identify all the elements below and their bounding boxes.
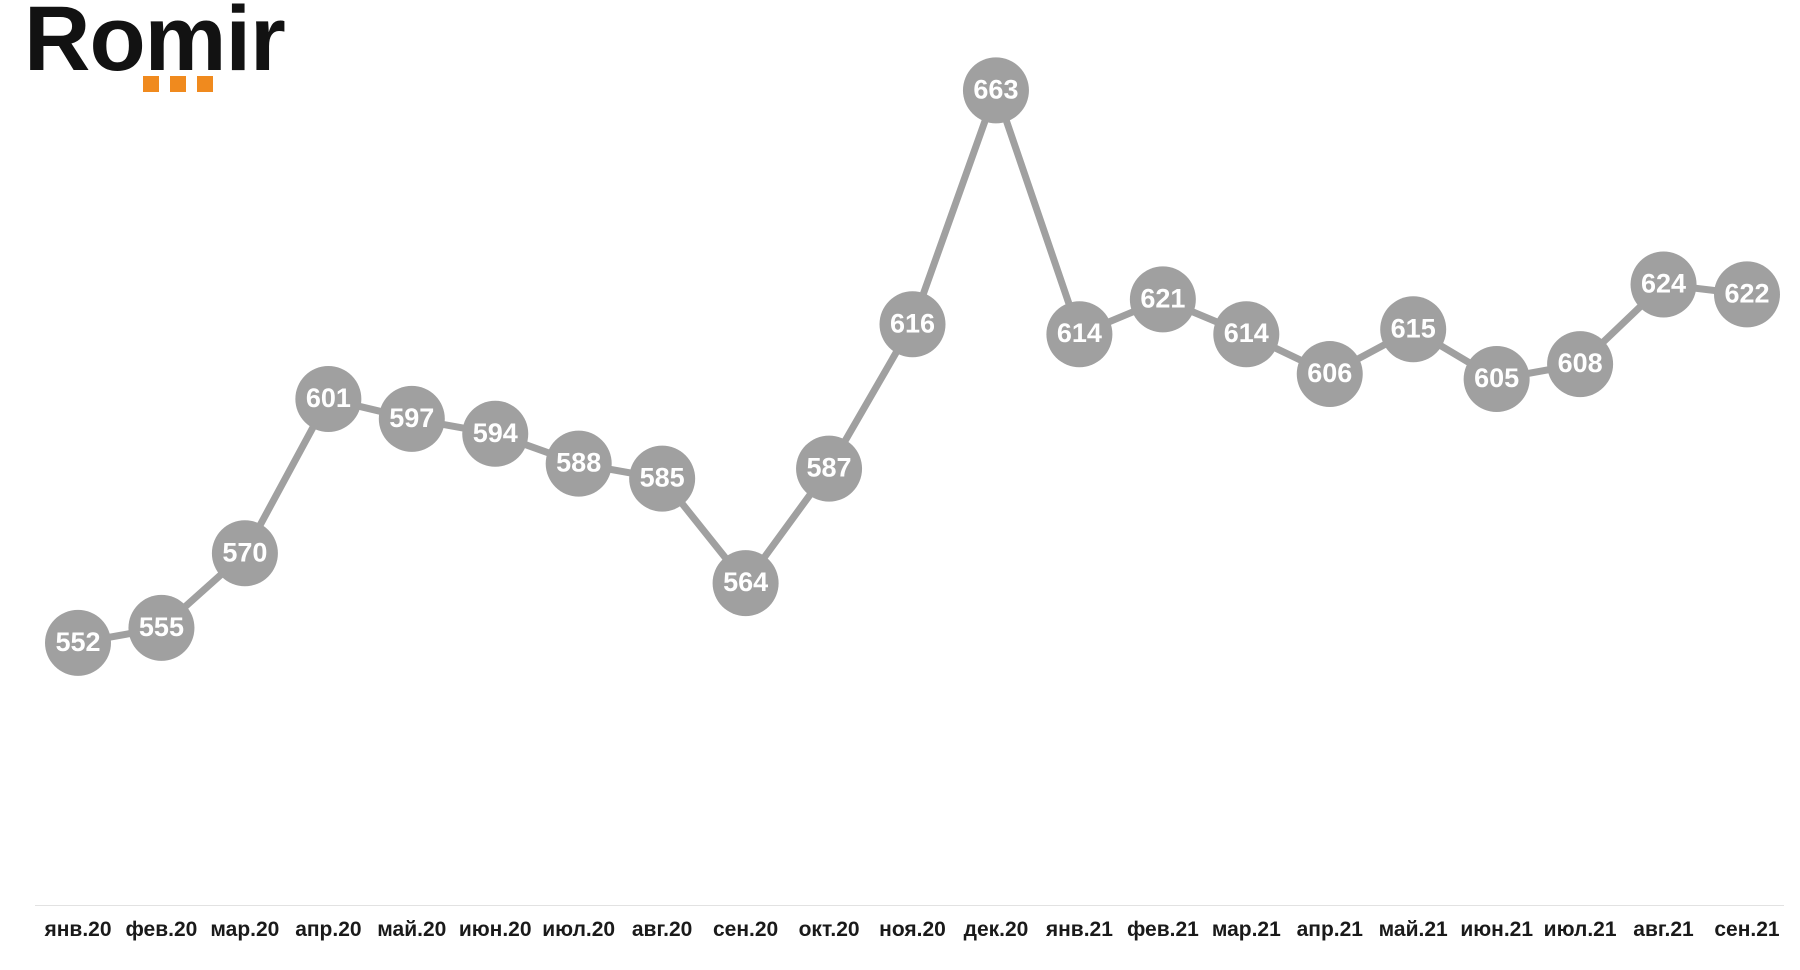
svg-text:585: 585 [640,463,685,493]
svg-text:588: 588 [556,448,601,478]
svg-text:606: 606 [1307,358,1352,388]
svg-text:614: 614 [1057,318,1102,348]
svg-text:564: 564 [723,567,768,597]
svg-text:587: 587 [807,453,852,483]
svg-text:663: 663 [973,74,1018,104]
svg-text:552: 552 [55,627,100,657]
svg-text:594: 594 [473,418,518,448]
svg-text:624: 624 [1641,268,1686,298]
svg-text:615: 615 [1391,313,1436,343]
svg-text:597: 597 [389,403,434,433]
svg-text:621: 621 [1140,283,1185,313]
svg-text:614: 614 [1224,318,1269,348]
svg-text:601: 601 [306,383,351,413]
svg-text:608: 608 [1558,348,1603,378]
svg-text:616: 616 [890,308,935,338]
svg-text:605: 605 [1474,363,1519,393]
svg-text:570: 570 [222,537,267,567]
svg-text:622: 622 [1724,278,1769,308]
svg-text:555: 555 [139,612,184,642]
